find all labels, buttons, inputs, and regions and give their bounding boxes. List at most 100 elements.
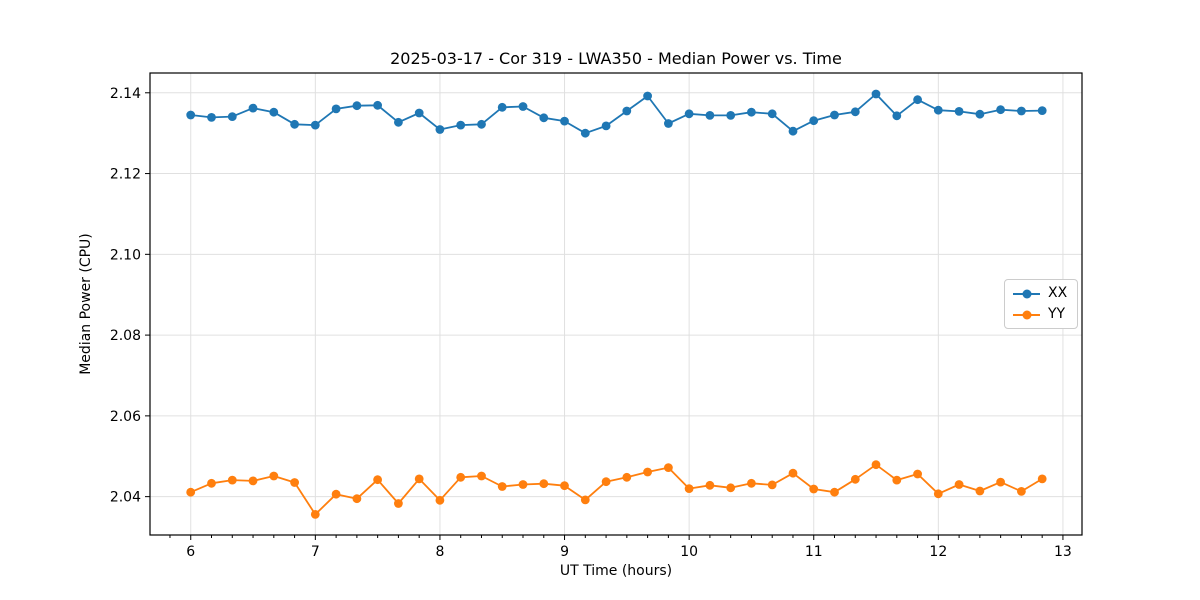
xx-series-marker	[290, 119, 299, 129]
yy-series-marker	[954, 480, 964, 489]
xx-series-marker	[580, 128, 590, 138]
yy-series-marker	[747, 478, 756, 488]
yy-series-marker	[207, 478, 216, 488]
xx-series-marker	[788, 126, 798, 136]
yy-series-marker	[435, 495, 445, 505]
yy-series-marker	[477, 471, 486, 481]
xx-series-marker	[933, 105, 943, 115]
xx-series-marker	[518, 102, 528, 111]
yy-series-marker	[1017, 487, 1026, 496]
xx-series-marker	[331, 104, 341, 114]
yy-series-marker	[269, 471, 279, 481]
yy-series-marker	[580, 495, 590, 505]
yy-series-marker	[352, 494, 362, 504]
xx-series-marker	[435, 125, 445, 134]
y-axis-tick-label: 2.04	[110, 490, 141, 506]
xx-series-marker	[560, 116, 569, 126]
xx-series-marker	[767, 109, 777, 119]
xx-series-marker	[705, 111, 715, 120]
xx-series-marker	[684, 109, 694, 119]
yy-series-marker	[186, 487, 196, 497]
xx-series-marker	[601, 121, 611, 131]
yy-series-marker	[913, 469, 922, 479]
y-axis-tick-label: 2.12	[110, 167, 141, 183]
yy-series-marker	[497, 482, 507, 491]
yy-series-marker	[850, 474, 860, 484]
legend-item-xx: XX	[1013, 285, 1067, 302]
yy-series-marker	[705, 480, 715, 490]
yy-series-marker	[560, 481, 569, 491]
y-axis-tick-label: 2.14	[110, 86, 141, 102]
xx-series-marker	[227, 112, 237, 121]
xx-series-marker	[747, 107, 756, 117]
x-axis-label: UT Time (hours)	[559, 563, 673, 579]
xx-series-marker	[414, 108, 424, 118]
xx-series-marker	[456, 120, 466, 130]
xx-series-marker	[310, 120, 320, 130]
xx-series-marker	[975, 109, 985, 119]
xx-series-legend-marker-icon	[1013, 289, 1040, 298]
yy-series-marker	[539, 479, 549, 489]
xx-series-marker	[1017, 106, 1026, 116]
xx-series-marker	[996, 105, 1005, 115]
x-axis-tick-label: 6	[186, 544, 195, 560]
yy-series-marker	[290, 478, 299, 487]
yy-series-marker	[664, 463, 673, 472]
xx-series-marker	[373, 100, 382, 110]
yy-series-marker	[975, 486, 985, 496]
xx-series-marker	[1037, 106, 1047, 115]
xx-series-marker	[809, 116, 819, 126]
yy-series-marker	[726, 483, 736, 493]
yy-series-marker	[684, 484, 694, 493]
yy-series-marker	[310, 510, 320, 519]
xx-series-marker	[726, 111, 736, 120]
legend-label-xx: XX	[1048, 285, 1068, 301]
chart-title: 2025-03-17 - Cor 319 - LWA350 - Median P…	[390, 49, 842, 68]
yy-series-marker	[373, 475, 382, 485]
xx-series-marker	[477, 119, 486, 129]
legend: XX YY	[1004, 279, 1079, 329]
legend-label-yy: YY	[1048, 306, 1066, 322]
xx-series-marker	[186, 110, 196, 120]
x-axis-tick-label: 8	[435, 544, 444, 560]
xx-series-marker	[954, 107, 964, 116]
xx-series-marker	[622, 106, 632, 116]
yy-series-marker	[622, 472, 632, 482]
yy-series-marker	[871, 460, 881, 470]
legend-item-yy: YY	[1013, 306, 1067, 323]
xx-series-marker	[871, 89, 881, 99]
xx-series-marker	[830, 110, 839, 120]
xx-series-marker	[892, 111, 902, 121]
y-axis-tick-label: 2.08	[110, 328, 141, 344]
yy-series-marker	[830, 487, 839, 497]
yy-series-marker	[414, 474, 424, 484]
yy-series-legend-marker-icon	[1013, 310, 1040, 319]
x-axis-tick-label: 11	[805, 544, 823, 560]
yy-series-marker	[518, 480, 528, 489]
x-axis-tick-label: 13	[1054, 544, 1072, 560]
yy-series-marker	[767, 480, 777, 490]
yy-series-marker	[933, 489, 943, 499]
xx-series-marker	[913, 95, 922, 105]
x-axis-tick-label: 7	[311, 544, 320, 560]
xx-series-marker	[207, 113, 216, 122]
xx-series-marker	[643, 91, 652, 101]
xx-series-marker	[850, 107, 860, 117]
xx-series-marker	[539, 113, 549, 123]
xx-series-legend-dot-icon	[1022, 289, 1031, 298]
yy-series-marker	[1037, 474, 1047, 484]
x-axis-tick-label: 9	[560, 544, 569, 560]
yy-series-marker	[227, 475, 237, 485]
yy-series-marker	[456, 472, 466, 482]
yy-series-marker	[643, 467, 652, 477]
y-axis-label-text: Median Power (CPU)	[78, 233, 94, 375]
yy-series-marker	[809, 484, 819, 494]
yy-series-legend-dot-icon	[1022, 310, 1031, 319]
y-axis-tick-label: 2.10	[110, 247, 141, 263]
x-axis-tick-label: 12	[929, 544, 947, 560]
yy-series-marker	[394, 499, 403, 508]
yy-series-marker	[892, 475, 902, 485]
xx-series-marker	[497, 102, 507, 112]
